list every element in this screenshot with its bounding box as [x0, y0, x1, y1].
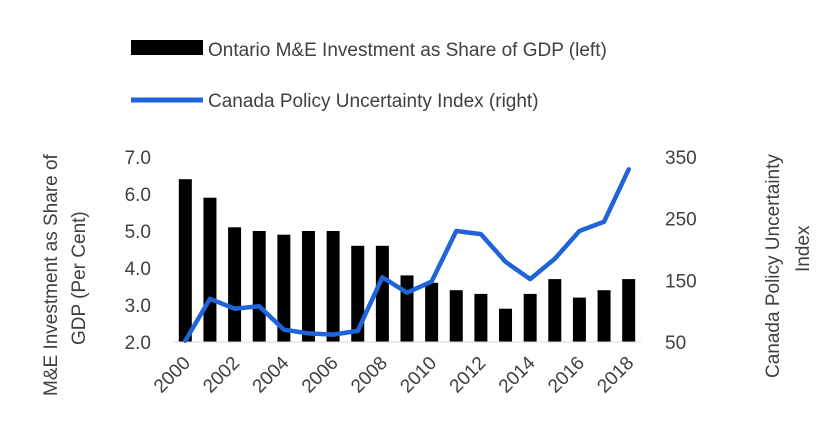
right-tick-label: 150	[665, 271, 697, 292]
x-axis-ticks: 2000 2002 2004 2006 2008 2010 2012 2014 2016 2018	[150, 352, 638, 397]
bar	[178, 179, 192, 342]
x-tick-label: 2004	[249, 352, 294, 397]
right-tick-label: 250	[665, 210, 697, 231]
bar	[597, 290, 611, 342]
bar	[252, 231, 266, 342]
right-tick-label: 350	[665, 148, 697, 169]
bar	[375, 245, 389, 342]
x-tick-label: 2016	[544, 353, 589, 398]
bar	[203, 197, 217, 342]
bar-series	[178, 179, 636, 342]
x-tick-label: 2002	[199, 353, 244, 398]
x-tick-label: 2018	[593, 353, 638, 398]
x-tick-label: 2014	[495, 352, 540, 397]
left-tick-label: 7.0	[125, 148, 151, 169]
bar	[400, 275, 414, 342]
bar	[622, 279, 636, 342]
bar	[425, 282, 439, 342]
bar	[228, 227, 242, 342]
right-axis-title-line2: Index	[793, 225, 814, 272]
bar	[474, 293, 488, 342]
left-tick-label: 5.0	[125, 222, 151, 243]
legend-swatch-bar	[131, 40, 203, 55]
bar	[351, 245, 365, 342]
right-tick-label: 50	[665, 333, 686, 354]
bar	[499, 308, 513, 342]
line-series	[183, 167, 631, 344]
left-axis-title-line1: M&E Investment as Share of	[41, 153, 62, 396]
legend: Ontario M&E Investment as Share of GDP (…	[131, 40, 607, 112]
bar	[449, 290, 463, 342]
bar	[301, 231, 315, 342]
left-tick-label: 3.0	[125, 296, 151, 317]
legend-label-bar: Ontario M&E Investment as Share of GDP (…	[208, 40, 607, 61]
x-tick-label: 2006	[298, 353, 343, 398]
right-axis-title-line1: Canada Policy Uncertainty	[763, 154, 784, 378]
bar	[326, 231, 340, 342]
bar	[277, 234, 291, 342]
legend-label-line: Canada Policy Uncertainty Index (right)	[208, 91, 539, 112]
right-axis-ticks: 50 150 250 350	[665, 148, 697, 354]
left-tick-label: 4.0	[125, 259, 151, 280]
x-tick-label: 2012	[446, 353, 491, 398]
left-axis-ticks: 2.0 3.0 4.0 5.0 6.0 7.0	[125, 148, 151, 354]
left-tick-label: 2.0	[125, 333, 151, 354]
bar	[572, 297, 586, 342]
x-tick-label: 2010	[396, 353, 441, 398]
left-tick-label: 6.0	[125, 185, 151, 206]
bar	[548, 279, 562, 342]
bar	[523, 293, 537, 342]
x-tick-label: 2000	[150, 353, 195, 398]
x-tick-label: 2008	[347, 353, 392, 398]
left-axis-title-line2: GDP (Per Cent)	[69, 211, 90, 345]
